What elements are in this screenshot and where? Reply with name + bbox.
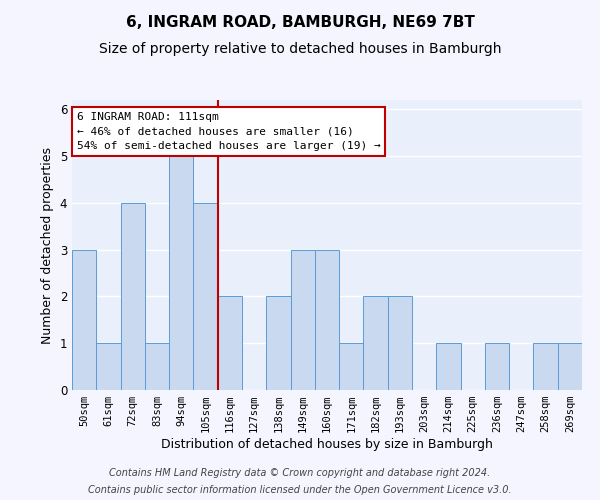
Bar xyxy=(290,250,315,390)
Bar xyxy=(364,296,388,390)
Bar xyxy=(72,250,96,390)
Text: 6 INGRAM ROAD: 111sqm
← 46% of detached houses are smaller (16)
54% of semi-deta: 6 INGRAM ROAD: 111sqm ← 46% of detached … xyxy=(77,112,380,152)
Bar xyxy=(121,203,145,390)
Bar xyxy=(145,343,169,390)
Text: Contains public sector information licensed under the Open Government Licence v3: Contains public sector information licen… xyxy=(88,485,512,495)
Bar xyxy=(169,156,193,390)
Bar xyxy=(315,250,339,390)
Bar xyxy=(266,296,290,390)
Bar xyxy=(193,203,218,390)
Bar xyxy=(485,343,509,390)
Bar xyxy=(388,296,412,390)
Bar xyxy=(558,343,582,390)
Bar xyxy=(96,343,121,390)
Text: 6, INGRAM ROAD, BAMBURGH, NE69 7BT: 6, INGRAM ROAD, BAMBURGH, NE69 7BT xyxy=(125,15,475,30)
Bar xyxy=(436,343,461,390)
Text: Contains HM Land Registry data © Crown copyright and database right 2024.: Contains HM Land Registry data © Crown c… xyxy=(109,468,491,477)
Y-axis label: Number of detached properties: Number of detached properties xyxy=(41,146,54,344)
Text: Size of property relative to detached houses in Bamburgh: Size of property relative to detached ho… xyxy=(99,42,501,56)
Bar xyxy=(218,296,242,390)
Bar xyxy=(533,343,558,390)
Bar xyxy=(339,343,364,390)
X-axis label: Distribution of detached houses by size in Bamburgh: Distribution of detached houses by size … xyxy=(161,438,493,451)
